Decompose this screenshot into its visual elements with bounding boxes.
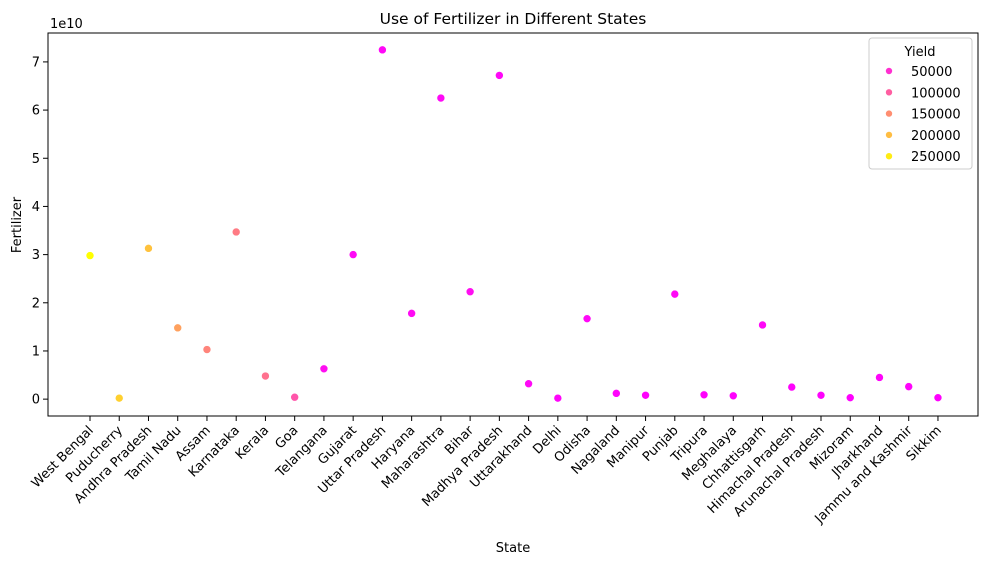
legend-entry-label: 100000: [911, 86, 961, 101]
data-point: [85, 251, 95, 260]
x-axis-label: State: [496, 541, 530, 556]
data-point: [319, 364, 329, 374]
data-point: [436, 93, 446, 103]
data-point: [290, 392, 299, 402]
data-point: [495, 71, 504, 80]
legend-box: [868, 37, 973, 170]
legend-marker: [885, 67, 893, 75]
legend-entry-label: 50000: [911, 65, 952, 80]
data-point: [407, 309, 416, 318]
y-tick-label: 0: [32, 393, 40, 408]
y-tick-label: 5: [32, 152, 40, 167]
y-axis-label: Fertilizer: [10, 196, 25, 253]
x-tick-label: Kerala: [233, 423, 272, 462]
data-point: [173, 323, 183, 333]
data-point: [728, 391, 738, 401]
legend-marker: [885, 109, 893, 118]
legend-entries: 50000 100000 150000 200000 250000: [885, 65, 961, 165]
data-point: [378, 45, 387, 55]
y-tick-label: 4: [32, 200, 40, 215]
legend-entry-label: 200000: [911, 129, 961, 144]
legend: Yield 50000 100000 150000 200000 250000: [868, 37, 973, 170]
data-point: [553, 393, 563, 403]
data-point: [114, 393, 124, 403]
data-point: [261, 371, 270, 381]
data-points: [85, 45, 943, 403]
data-point: [875, 373, 884, 382]
data-point: [612, 389, 621, 398]
chart-title: Use of Fertilizer in Different States: [380, 10, 647, 28]
y-tick-label: 6: [32, 104, 40, 119]
legend-title: Yield: [904, 45, 936, 60]
data-point: [758, 320, 767, 330]
y-axis: 0 1 2 3 4 5 6 7: [32, 55, 48, 408]
data-point: [845, 393, 855, 402]
legend-marker: [885, 152, 893, 160]
y-tick-label: 2: [32, 296, 40, 311]
legend-marker: [885, 131, 893, 139]
data-point: [465, 287, 475, 297]
data-point: [699, 390, 709, 400]
data-point: [202, 345, 212, 354]
data-point: [582, 314, 592, 323]
data-point: [904, 382, 914, 391]
legend-entry-label: 250000: [911, 150, 961, 165]
data-point: [348, 250, 358, 259]
data-point: [524, 379, 533, 389]
data-point: [231, 227, 241, 237]
legend-marker: [885, 88, 893, 97]
plot-area-frame: [47, 32, 979, 417]
data-point: [144, 244, 153, 253]
data-point: [641, 390, 650, 400]
y-axis-offset-label: 1e10: [50, 17, 83, 32]
data-point: [787, 382, 797, 392]
y-tick-label: 1: [32, 344, 40, 359]
y-tick-label: 7: [32, 55, 40, 70]
y-tick-label: 3: [32, 248, 40, 263]
data-point: [670, 289, 680, 299]
legend-entry-label: 150000: [911, 108, 961, 123]
data-point: [816, 390, 826, 400]
data-point: [933, 393, 943, 402]
